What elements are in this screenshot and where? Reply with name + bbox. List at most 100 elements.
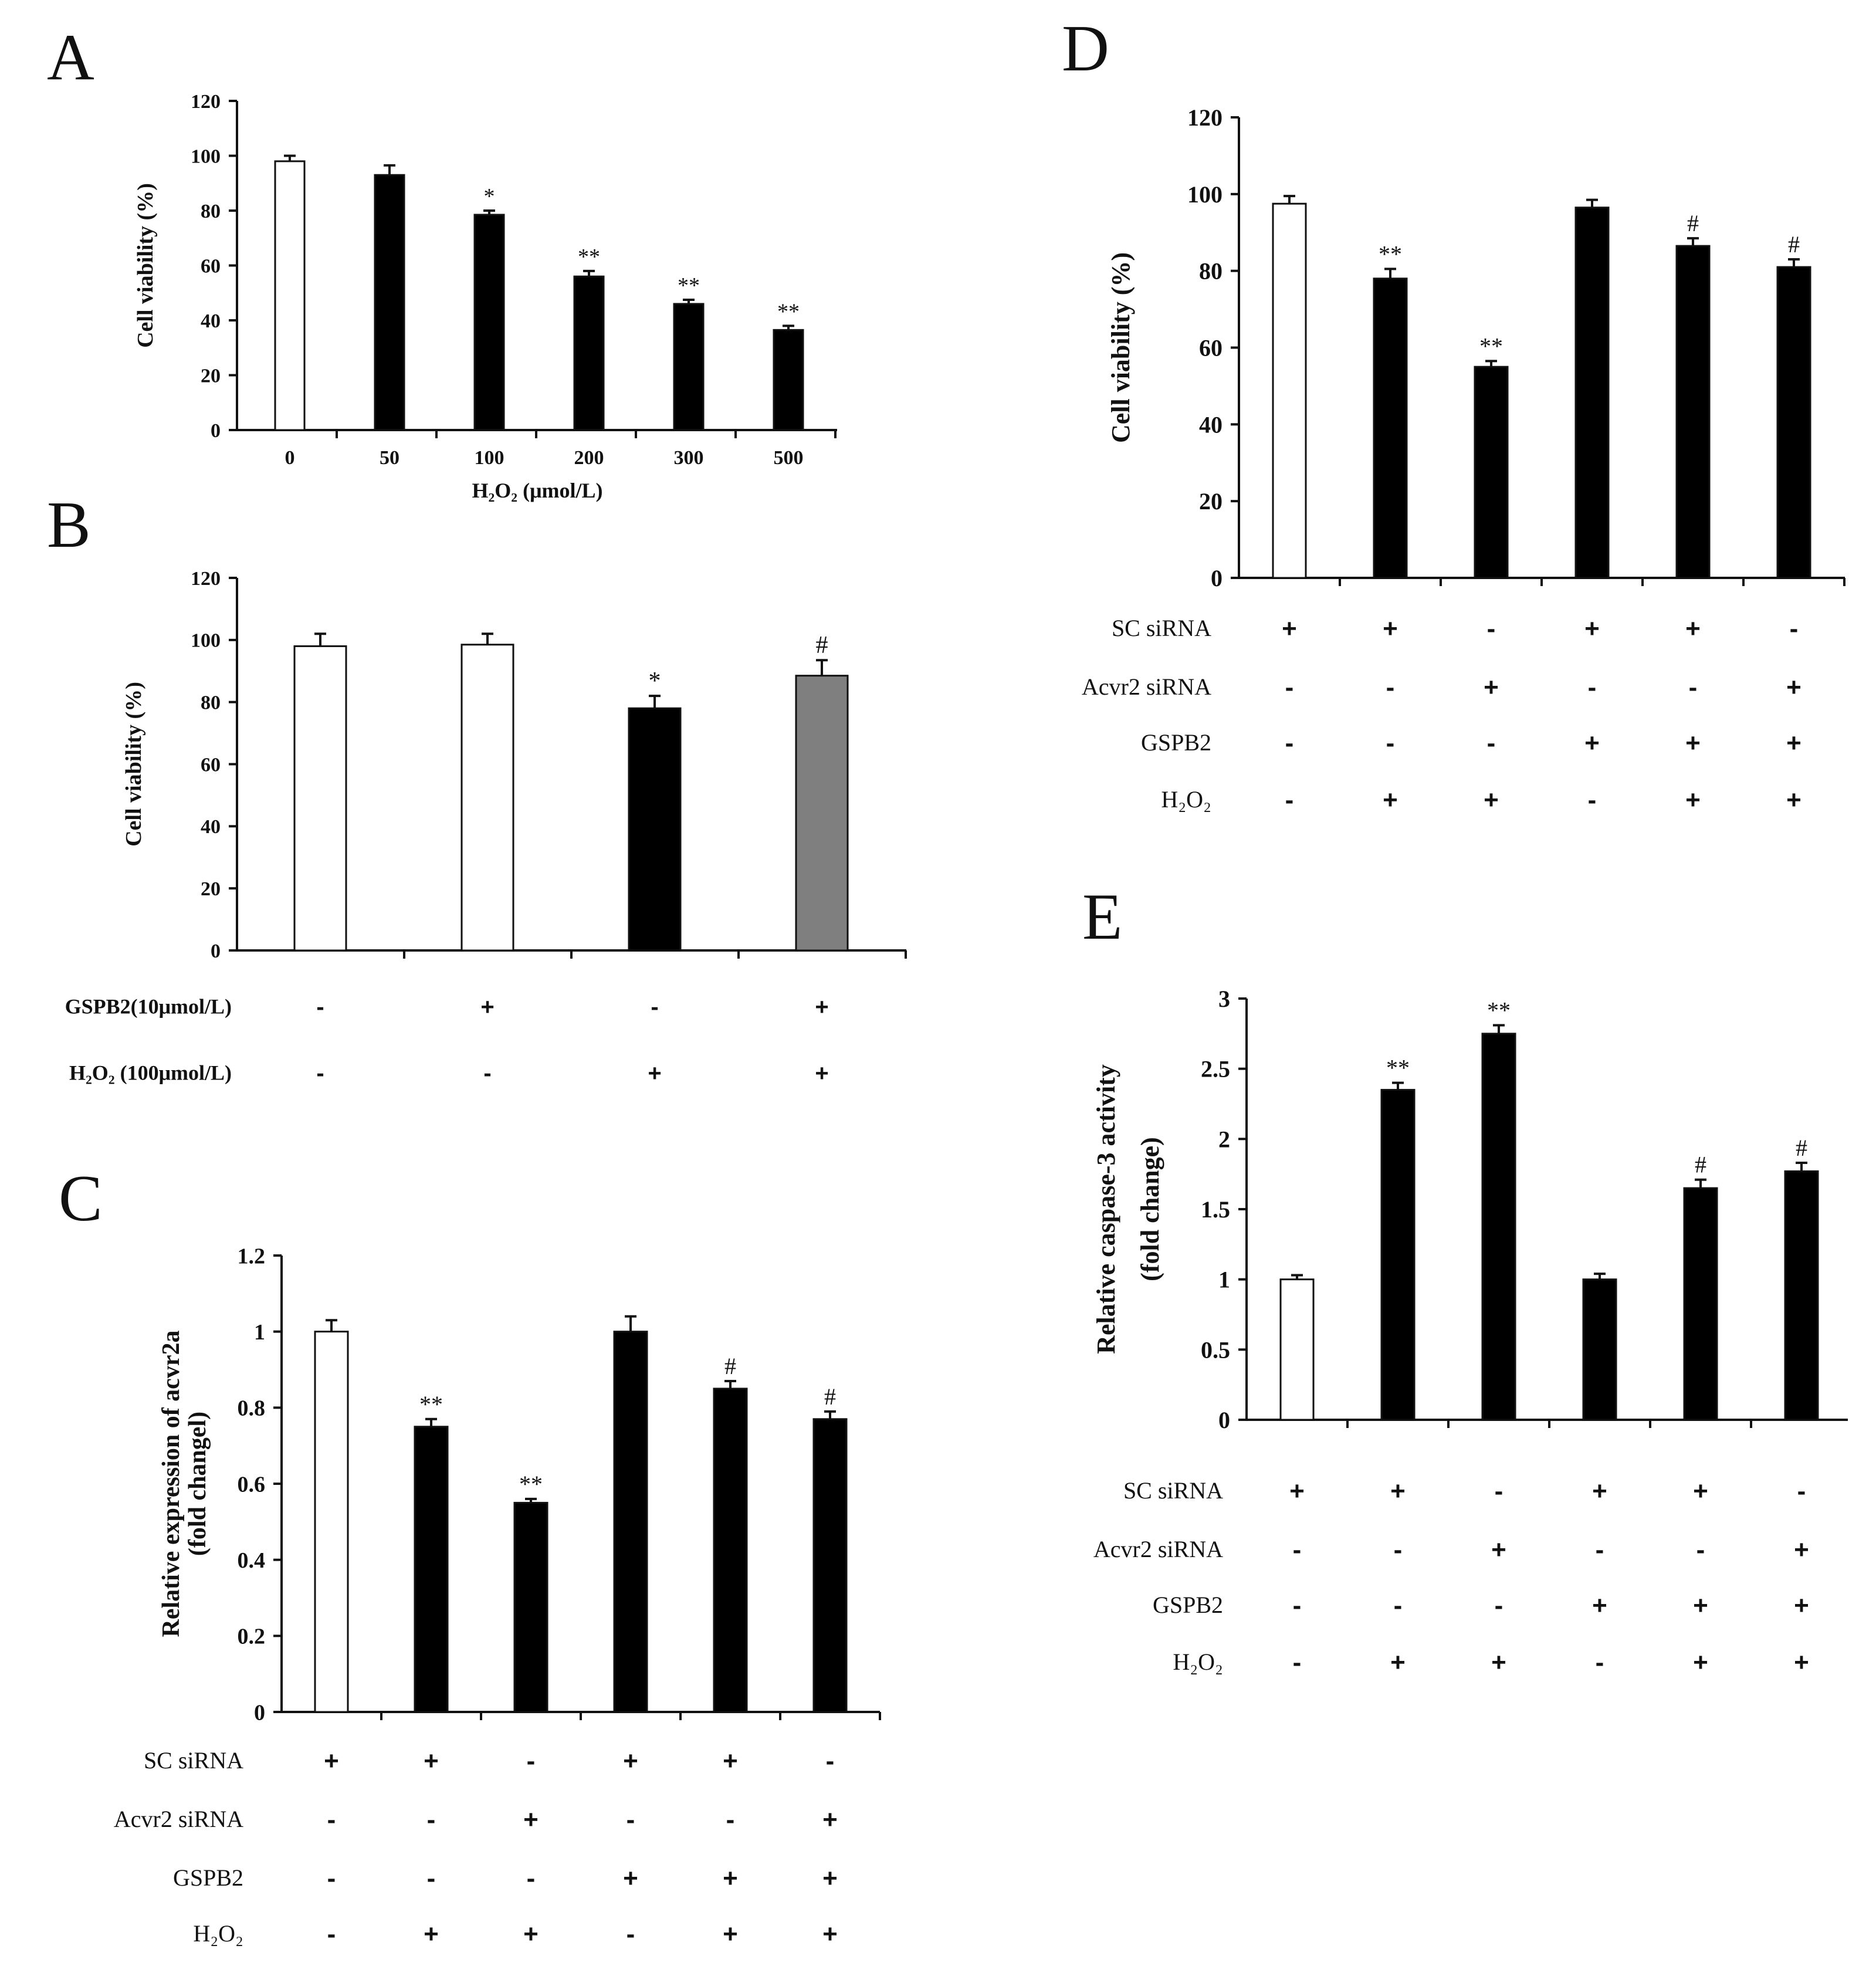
condition-symbol: - bbox=[651, 994, 658, 1020]
y-tick-label: 1 bbox=[1218, 1267, 1230, 1293]
condition-symbol: - bbox=[726, 1805, 735, 1834]
bar bbox=[773, 329, 804, 431]
y-tick-label: 0.6 bbox=[238, 1472, 266, 1497]
condition-symbol: + bbox=[822, 1864, 838, 1893]
condition-label: H₂O₂ bbox=[193, 1920, 243, 1947]
y-axis-label: Relative caspase-3 activity bbox=[1092, 1064, 1120, 1354]
condition-symbol: - bbox=[627, 1920, 635, 1948]
significance-mark: ** bbox=[1379, 241, 1402, 267]
y-axis-label: Relative expression of acvr2a bbox=[158, 1331, 185, 1637]
y-tick-label: 80 bbox=[1199, 258, 1223, 285]
condition-symbol: - bbox=[427, 1864, 436, 1893]
bar bbox=[473, 214, 505, 431]
significance-mark: ** bbox=[1479, 333, 1503, 359]
y-tick-label: 40 bbox=[201, 816, 221, 838]
condition-symbol: + bbox=[623, 1864, 638, 1893]
condition-label: GSPB2 bbox=[173, 1865, 243, 1891]
bar bbox=[293, 645, 347, 952]
condition-label: Acvr2 siRNA bbox=[1082, 674, 1211, 700]
condition-symbol: - bbox=[316, 1060, 324, 1086]
bar bbox=[1574, 207, 1610, 579]
condition-symbol: + bbox=[1592, 1477, 1607, 1505]
condition-symbol: + bbox=[1584, 614, 1600, 643]
condition-symbol: + bbox=[480, 994, 494, 1020]
y-tick-label: 60 bbox=[201, 255, 221, 277]
y-axis-label: Cell viability (%) bbox=[1106, 252, 1135, 443]
condition-symbol: - bbox=[1596, 1535, 1604, 1564]
bar bbox=[613, 1331, 648, 1713]
bar bbox=[713, 1388, 748, 1713]
condition-symbol: + bbox=[1786, 786, 1801, 814]
condition-symbol: - bbox=[327, 1920, 336, 1948]
condition-symbol: + bbox=[1685, 614, 1701, 643]
significance-mark: # bbox=[1687, 210, 1699, 236]
condition-symbol: - bbox=[327, 1864, 336, 1893]
x-axis-label: H₂O₂ (μmol/L) bbox=[472, 479, 603, 502]
bar bbox=[673, 303, 705, 431]
condition-symbol: - bbox=[1285, 786, 1294, 814]
x-tick-label: 300 bbox=[674, 447, 704, 469]
y-tick-label: 120 bbox=[1187, 104, 1223, 131]
y-tick-label: 100 bbox=[191, 630, 221, 652]
y-tick-label: 0 bbox=[211, 420, 221, 442]
y-tick-label: 20 bbox=[1199, 488, 1223, 515]
y-tick-label: 120 bbox=[191, 568, 221, 590]
condition-symbol: + bbox=[1592, 1591, 1607, 1620]
panel-letter: B bbox=[47, 489, 91, 561]
condition-symbol: + bbox=[1484, 673, 1499, 702]
condition-symbol: + bbox=[822, 1920, 838, 1948]
y-tick-label: 80 bbox=[201, 692, 221, 714]
condition-symbol: + bbox=[1786, 729, 1801, 757]
condition-symbol: + bbox=[815, 994, 828, 1020]
condition-symbol: + bbox=[424, 1747, 439, 1775]
condition-label: H₂O₂ bbox=[1161, 786, 1211, 813]
y-tick-label: 80 bbox=[201, 201, 221, 222]
condition-symbol: + bbox=[648, 1060, 661, 1086]
condition-symbol: + bbox=[1390, 1648, 1406, 1677]
bar bbox=[414, 1426, 449, 1713]
condition-symbol: - bbox=[1588, 786, 1597, 814]
condition-symbol: + bbox=[723, 1747, 738, 1775]
bar bbox=[795, 675, 849, 952]
condition-label: Acvr2 siRNA bbox=[1093, 1536, 1223, 1562]
y-axis-label-2: (fold changel) bbox=[184, 1412, 211, 1556]
bar bbox=[513, 1501, 548, 1713]
bar bbox=[1373, 278, 1408, 579]
significance-mark: ** bbox=[777, 299, 800, 324]
condition-symbol: + bbox=[1685, 729, 1701, 757]
condition-symbol: + bbox=[723, 1864, 738, 1893]
y-tick-label: 40 bbox=[1199, 411, 1223, 438]
y-tick-label: 0 bbox=[1218, 1407, 1230, 1433]
condition-symbol: + bbox=[1693, 1477, 1708, 1505]
condition-label: GSPB2 bbox=[1153, 1592, 1223, 1618]
x-tick-label: 0 bbox=[285, 447, 295, 469]
condition-label: H₂O₂ (100μmol/L) bbox=[69, 1061, 232, 1085]
condition-label: GSPB2(10μmol/L) bbox=[65, 995, 232, 1018]
condition-label: SC siRNA bbox=[1123, 1477, 1223, 1504]
condition-symbol: + bbox=[723, 1920, 738, 1948]
condition-symbol: - bbox=[1689, 673, 1698, 702]
condition-symbol: - bbox=[1386, 729, 1395, 757]
condition-symbol: - bbox=[1394, 1535, 1403, 1564]
bar bbox=[628, 707, 682, 952]
condition-symbol: - bbox=[1797, 1477, 1806, 1505]
condition-symbol: - bbox=[1596, 1648, 1604, 1677]
y-tick-label: 100 bbox=[1187, 181, 1223, 208]
y-tick-label: 20 bbox=[201, 365, 221, 387]
bar bbox=[812, 1418, 848, 1713]
condition-symbol: + bbox=[324, 1747, 339, 1775]
condition-symbol: - bbox=[1487, 614, 1496, 643]
x-tick-label: 50 bbox=[380, 447, 399, 469]
condition-label: Acvr2 siRNA bbox=[114, 1806, 243, 1832]
y-tick-label: 1.5 bbox=[1201, 1196, 1230, 1223]
y-tick-label: 2.5 bbox=[1201, 1056, 1230, 1082]
condition-symbol: + bbox=[523, 1920, 539, 1948]
y-tick-label: 120 bbox=[191, 91, 221, 113]
panel-a: A 0 20 40 60 80 100 120 0 50 * 100 ** 200 ** 300 ** 500 Ce… bbox=[47, 21, 837, 502]
condition-symbol: - bbox=[1386, 673, 1395, 702]
condition-symbol: - bbox=[1495, 1591, 1503, 1620]
bar bbox=[1474, 366, 1509, 579]
y-tick-label: 0.8 bbox=[238, 1396, 266, 1421]
significance-mark: * bbox=[484, 184, 495, 209]
